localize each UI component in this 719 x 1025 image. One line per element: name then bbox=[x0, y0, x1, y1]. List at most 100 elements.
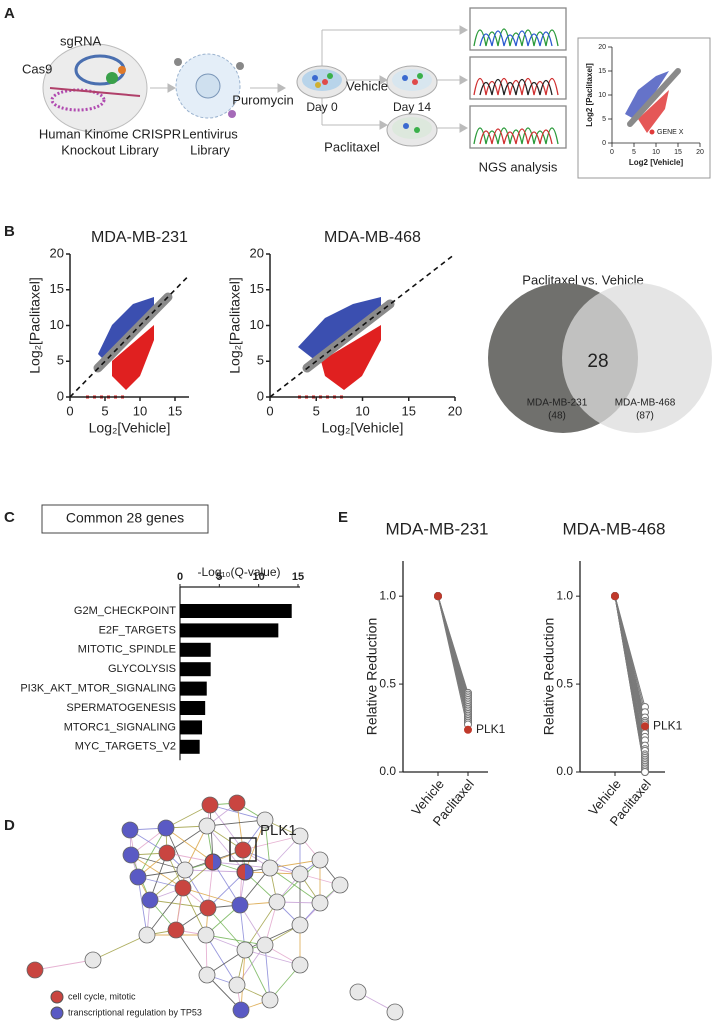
virus-illustration bbox=[174, 53, 244, 119]
y-tick-label: 10 bbox=[250, 317, 264, 332]
venn-count: (48) bbox=[548, 411, 566, 422]
y-axis-label: Relative Reduction bbox=[541, 618, 557, 736]
chart-title: MDA-MB-468 bbox=[324, 229, 421, 246]
node bbox=[201, 796, 219, 814]
node bbox=[205, 854, 213, 870]
y-tick-label: 0 bbox=[602, 140, 606, 147]
node bbox=[237, 864, 245, 880]
node bbox=[157, 819, 175, 837]
label: Vehicle bbox=[346, 78, 388, 93]
bar bbox=[180, 681, 207, 696]
y-tick-label: 0 bbox=[257, 388, 264, 403]
node bbox=[234, 841, 252, 859]
edge bbox=[137, 827, 167, 878]
node bbox=[213, 854, 221, 870]
node bbox=[256, 936, 274, 954]
bar bbox=[180, 720, 203, 735]
node bbox=[311, 851, 329, 869]
node bbox=[122, 846, 140, 864]
x-tick-label: 0 bbox=[610, 149, 614, 156]
x-tick-label: 10 bbox=[253, 571, 265, 583]
label: Paclitaxel bbox=[324, 139, 380, 154]
chart-title: MDA-MB-468 bbox=[563, 519, 666, 538]
edge bbox=[244, 924, 301, 951]
y-tick-label: 20 bbox=[50, 245, 64, 260]
node bbox=[291, 916, 309, 934]
node bbox=[311, 894, 329, 912]
panel-label: C bbox=[4, 509, 15, 526]
edge bbox=[205, 934, 266, 946]
node bbox=[167, 921, 185, 939]
node bbox=[232, 1001, 250, 1019]
edge bbox=[182, 887, 241, 906]
node bbox=[291, 865, 309, 883]
y-tick-label: 0 bbox=[57, 388, 64, 403]
node bbox=[84, 951, 102, 969]
x-axis-label: -Log₁₀(Q-value) bbox=[197, 565, 280, 579]
edge bbox=[209, 804, 244, 851]
node bbox=[228, 976, 246, 994]
node bbox=[256, 811, 274, 829]
x-axis-label: Log₂[Vehicle] bbox=[322, 420, 404, 436]
label: sgRNA bbox=[60, 33, 102, 48]
edge bbox=[149, 899, 209, 909]
x-tick-label: 5 bbox=[101, 403, 108, 418]
label: Knockout Library bbox=[61, 142, 159, 157]
edge bbox=[137, 876, 148, 936]
diagonal bbox=[69, 274, 190, 398]
y-tick-label: MITOTIC_SPINDLE bbox=[78, 644, 176, 656]
highlight-box bbox=[229, 837, 257, 862]
y-tick-label: 0.5 bbox=[556, 676, 573, 690]
edge bbox=[182, 887, 207, 936]
edge bbox=[242, 835, 301, 851]
point bbox=[611, 592, 619, 601]
venn-label: MDA-MB-231 bbox=[527, 398, 588, 409]
y-tick-label: 0.5 bbox=[379, 676, 396, 690]
y-tick-label: 10 bbox=[50, 317, 64, 332]
node bbox=[245, 864, 253, 880]
edge bbox=[269, 859, 321, 869]
node-outline bbox=[236, 863, 254, 881]
x-tick-label: 20 bbox=[448, 403, 462, 418]
y-tick-label: 0.0 bbox=[379, 764, 396, 778]
y-axis-label: Relative Reduction bbox=[364, 618, 380, 736]
library-illustration bbox=[42, 43, 148, 133]
legend-label: GENE X bbox=[657, 129, 684, 136]
inset-frame bbox=[577, 37, 711, 179]
edge bbox=[205, 934, 238, 986]
edge bbox=[184, 869, 246, 873]
y-tick-label: PI3K_AKT_MTOR_SIGNALING bbox=[20, 683, 176, 695]
edge bbox=[269, 867, 321, 904]
bar bbox=[180, 604, 292, 618]
edge bbox=[165, 827, 214, 863]
x-tick-label: 15 bbox=[292, 571, 304, 583]
point bbox=[641, 722, 649, 731]
y-tick-label: 5 bbox=[57, 353, 64, 368]
line bbox=[437, 596, 469, 730]
edge bbox=[244, 949, 271, 1001]
y-tick-label: 5 bbox=[602, 116, 606, 123]
bar bbox=[180, 662, 211, 677]
y-tick-label: SPERMATOGENESIS bbox=[66, 702, 176, 714]
node bbox=[261, 991, 279, 1009]
x-tick-label: 5 bbox=[313, 403, 320, 418]
panel-label: E bbox=[338, 509, 348, 526]
y-tick-label: 15 bbox=[250, 281, 264, 296]
edge bbox=[206, 819, 266, 827]
diagonal bbox=[269, 253, 456, 398]
label: Day 0 bbox=[306, 100, 338, 114]
panel-label: B bbox=[4, 223, 15, 240]
bar bbox=[180, 739, 200, 754]
legend-label: transcriptional regulation by TP53 bbox=[68, 1007, 202, 1017]
y-tick-label: 15 bbox=[598, 68, 606, 75]
node bbox=[228, 794, 246, 812]
y-axis-label: Log₂[Paclitaxel] bbox=[27, 277, 43, 374]
legend-label: cell cycle, mitotic bbox=[68, 991, 136, 1001]
y-tick-label: MYC_TARGETS_V2 bbox=[75, 741, 176, 753]
box-label: Common 28 genes bbox=[66, 510, 184, 526]
x-tick-label: 0 bbox=[66, 403, 73, 418]
node bbox=[138, 926, 156, 944]
dish bbox=[296, 65, 438, 147]
node bbox=[349, 983, 367, 1001]
